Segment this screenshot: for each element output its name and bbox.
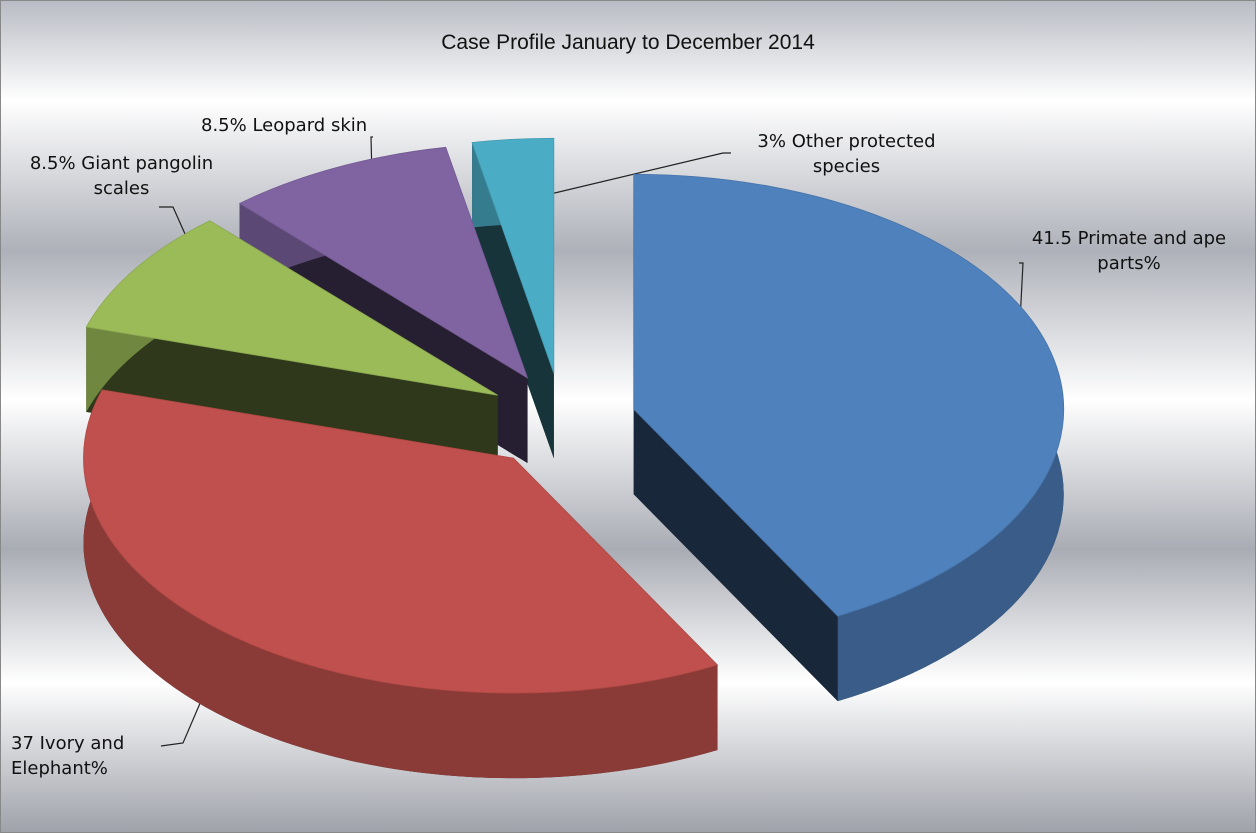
slice <box>633 173 1065 617</box>
slice-radial-wall <box>633 409 838 702</box>
leader-line <box>160 700 202 747</box>
slice-group <box>83 389 719 779</box>
slice-outer-wall <box>83 389 718 779</box>
slice <box>238 146 529 379</box>
chart-title: Case Profile January to December 2014 <box>441 31 815 54</box>
slice <box>471 137 555 374</box>
leader-line <box>520 152 731 202</box>
slice-group <box>633 173 1065 702</box>
slice <box>83 389 719 694</box>
data-label: 37 Ivory and Elephant% <box>11 733 125 779</box>
slice <box>85 220 498 396</box>
data-label: 3% Other protected species <box>757 131 936 177</box>
data-label: 8.5% Giant pangolin scales <box>29 153 214 199</box>
data-label: 41.5 Primate and ape parts% <box>1031 228 1227 274</box>
data-label: 8.5% Leopard skin <box>201 115 368 136</box>
